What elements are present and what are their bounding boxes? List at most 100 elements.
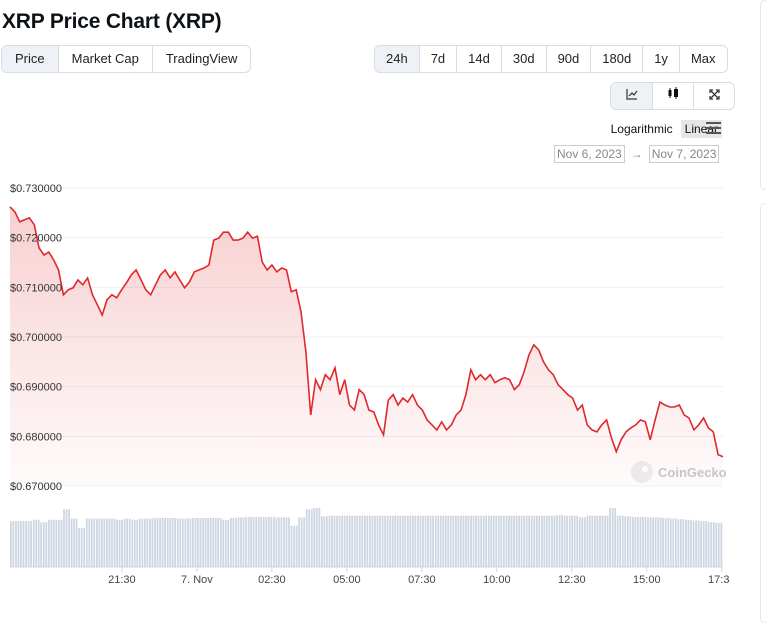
volume-bar xyxy=(237,517,240,567)
candlestick-icon[interactable] xyxy=(652,83,693,109)
volume-bar xyxy=(503,515,505,567)
line-chart-icon[interactable] xyxy=(611,83,652,109)
volume-bar xyxy=(255,516,258,567)
tab-price[interactable]: Price xyxy=(2,46,58,72)
volume-bar xyxy=(568,515,571,567)
volume-bar xyxy=(169,518,172,567)
volume-bar xyxy=(141,518,144,567)
volume-bar xyxy=(207,518,209,567)
volume-bar xyxy=(702,521,705,567)
volume-bar xyxy=(50,519,53,567)
volume-bar xyxy=(199,518,202,567)
volume-bar xyxy=(348,515,351,567)
volume-bar xyxy=(80,528,83,567)
menu-icon[interactable] xyxy=(706,122,721,137)
volume-bar xyxy=(275,517,278,567)
scale-logarithmic[interactable]: Logarithmic xyxy=(610,122,673,136)
volume-bar xyxy=(498,515,500,567)
volume-bar xyxy=(103,518,106,567)
range-1y[interactable]: 1y xyxy=(642,46,679,72)
volume-bar xyxy=(321,516,323,567)
volume-bar xyxy=(136,519,139,567)
volume-bar xyxy=(379,515,381,567)
watermark-text: CoinGecko xyxy=(658,465,727,480)
volume-bar xyxy=(644,516,647,567)
volume-bar xyxy=(523,515,526,567)
volume-bar xyxy=(131,519,134,567)
volume-bar xyxy=(508,515,510,567)
volume-bar xyxy=(601,515,604,567)
volume-bar xyxy=(546,515,548,567)
range-14d[interactable]: 14d xyxy=(456,46,501,72)
volume-bar xyxy=(20,521,22,567)
range-7d[interactable]: 7d xyxy=(418,46,456,72)
chart-tabs: Price Market Cap TradingView xyxy=(1,45,252,73)
volume-bar xyxy=(242,517,245,567)
volume-bar xyxy=(490,515,493,567)
volume-bar xyxy=(551,515,553,567)
date-from-input[interactable]: Nov 6, 2023 xyxy=(554,145,625,163)
y-tick-label: $0.680000 xyxy=(10,431,62,443)
x-tick-label: 7. Nov xyxy=(181,574,213,586)
price-chart[interactable]: $0.730000 $0.720000 $0.710000 $0.700000 $0.6… xyxy=(0,170,730,599)
volume-bar xyxy=(262,516,265,567)
volume-bar xyxy=(197,518,199,567)
volume-bar xyxy=(614,508,617,567)
x-tick-label: 21:30 xyxy=(108,574,136,586)
volume-bar xyxy=(710,522,713,567)
volume-bar xyxy=(252,516,255,567)
volume-bar xyxy=(381,515,384,567)
volume-bar xyxy=(353,515,356,567)
volume-bar xyxy=(419,515,422,567)
volume-bar xyxy=(326,516,328,567)
volume-bar xyxy=(667,518,670,567)
volume-bar xyxy=(128,518,131,567)
volume-bar xyxy=(151,518,154,567)
volume-bar xyxy=(47,519,50,567)
volume-bar xyxy=(75,518,78,567)
range-180d[interactable]: 180d xyxy=(590,46,642,72)
tab-tradingview[interactable]: TradingView xyxy=(151,46,251,72)
volume-bar xyxy=(687,519,690,567)
volume-bar xyxy=(530,515,533,567)
volume-bar xyxy=(290,525,293,567)
volume-bar xyxy=(126,518,129,567)
volume-bar xyxy=(53,519,55,567)
volume-bar xyxy=(533,515,536,567)
volume-bar xyxy=(174,518,177,567)
volume-bar xyxy=(270,516,273,567)
volume-bar xyxy=(705,521,708,567)
volume-bar xyxy=(629,516,632,567)
volume-bar xyxy=(389,515,392,567)
volume-bar xyxy=(343,515,346,567)
volume-bar xyxy=(285,517,288,567)
range-30d[interactable]: 30d xyxy=(500,46,546,72)
volume-bar xyxy=(427,515,429,567)
volume-bar xyxy=(439,515,442,567)
volume-bar xyxy=(374,515,376,567)
volume-bar xyxy=(331,515,333,567)
volume-bar xyxy=(449,515,452,567)
volume-bar xyxy=(535,515,538,567)
volume-bar xyxy=(447,515,450,567)
volume-bar xyxy=(429,515,432,567)
volume-bar xyxy=(581,517,584,567)
volume-bar xyxy=(637,516,639,567)
volume-bar xyxy=(639,516,642,567)
range-90d[interactable]: 90d xyxy=(545,46,591,72)
volume-bar xyxy=(176,518,179,567)
volume-bar xyxy=(265,516,268,567)
volume-bar xyxy=(111,518,113,567)
volume-bar xyxy=(68,509,70,567)
range-24h[interactable]: 24h xyxy=(375,46,419,72)
volume-bar xyxy=(40,522,43,567)
volume-bar xyxy=(101,518,103,567)
range-max[interactable]: Max xyxy=(678,46,727,72)
volume-bar xyxy=(467,515,470,567)
volume-bar xyxy=(624,516,627,567)
volume-bar xyxy=(657,517,660,567)
tab-market-cap[interactable]: Market Cap xyxy=(57,46,152,72)
fullscreen-icon[interactable] xyxy=(693,83,734,109)
volume-bar xyxy=(280,517,283,567)
date-to-input[interactable]: Nov 7, 2023 xyxy=(648,145,720,163)
